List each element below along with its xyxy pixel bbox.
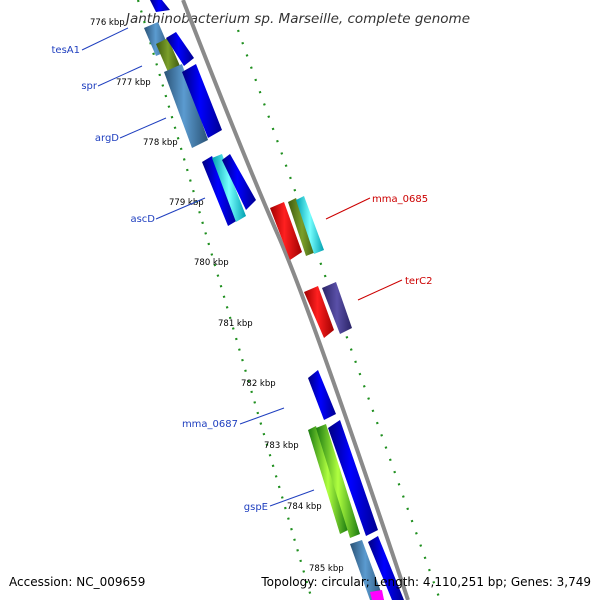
gene-block-mma_0685-olive [288,198,316,256]
gene-block-mma_0685-cyan [296,196,324,254]
leader-line [155,197,206,220]
gene-block-ascD-3 [222,154,256,210]
gene-block-argD [164,64,208,148]
tick-label: 782 kbp [241,379,276,389]
leader-line [269,489,315,507]
gene-label-gspE[interactable]: gspE [244,502,268,513]
gene-label-ascD[interactable]: ascD [130,214,155,225]
gene-block-bottom-magenta [370,590,384,600]
leader-line [239,407,285,425]
leader-line [81,27,129,51]
tick-label: 784 kbp [287,502,322,512]
leader-line [119,117,167,139]
map-title: Janthinobacterium sp. Marseille, complet… [123,11,470,27]
gene-block-terC2-slate [322,282,352,334]
dotted-track-left [136,0,314,600]
gene-label-argD[interactable]: argD [95,133,119,144]
tick-label: 780 kbp [194,258,229,268]
genome-backbone [181,0,410,600]
gene-blocks [144,0,404,600]
tick-label: 783 kbp [264,441,299,451]
leader-line [97,65,143,87]
tick-label: 785 kbp [309,564,344,574]
tick-label: 779 kbp [169,198,204,208]
gene-block-bottom-blue [368,536,404,600]
gene-block-top [150,0,170,12]
accession-text: Accession: NC_009659 [9,575,145,589]
gene-block-ascD-1 [202,156,238,226]
genome-summary-text: Topology: circular; Length: 4,110,251 bp… [260,575,591,589]
gene-label-spr[interactable]: spr [81,81,98,92]
gene-block-right-1 [166,32,194,66]
gene-label-mma_0685[interactable]: mma_0685 [372,194,428,205]
gene-block-ascD-2 [212,154,246,222]
gene-label-terC2[interactable]: terC2 [405,276,433,287]
gene-block-bottom-steel [350,540,384,600]
kbp-ticks: 776 kbp 777 kbp 778 kbp 779 kbp 780 kbp … [90,18,344,574]
tick-label: 776 kbp [90,18,125,28]
gene-block-mma_0687 [308,370,336,420]
gene-block-mma_0685-red [270,202,302,260]
leader-line [325,197,371,220]
tick-label: 778 kbp [143,138,178,148]
tick-label: 777 kbp [116,78,151,88]
leader-line [357,279,403,301]
gene-block-right-2 [182,64,222,138]
gene-label-tesA1[interactable]: tesA1 [52,45,81,56]
gene-block-spr [156,38,180,72]
gene-label-mma_0687[interactable]: mma_0687 [182,419,238,430]
gene-labels: tesA1 spr argD ascD mma_0685 terC2 mma_0… [52,27,433,513]
gene-block-gspE-blue [328,420,378,536]
gene-block-terC2-red [304,286,334,338]
gene-block-gspE-green-2 [316,424,360,538]
tick-label: 781 kbp [218,319,253,329]
gene-block-gspE-green-1 [308,426,348,534]
